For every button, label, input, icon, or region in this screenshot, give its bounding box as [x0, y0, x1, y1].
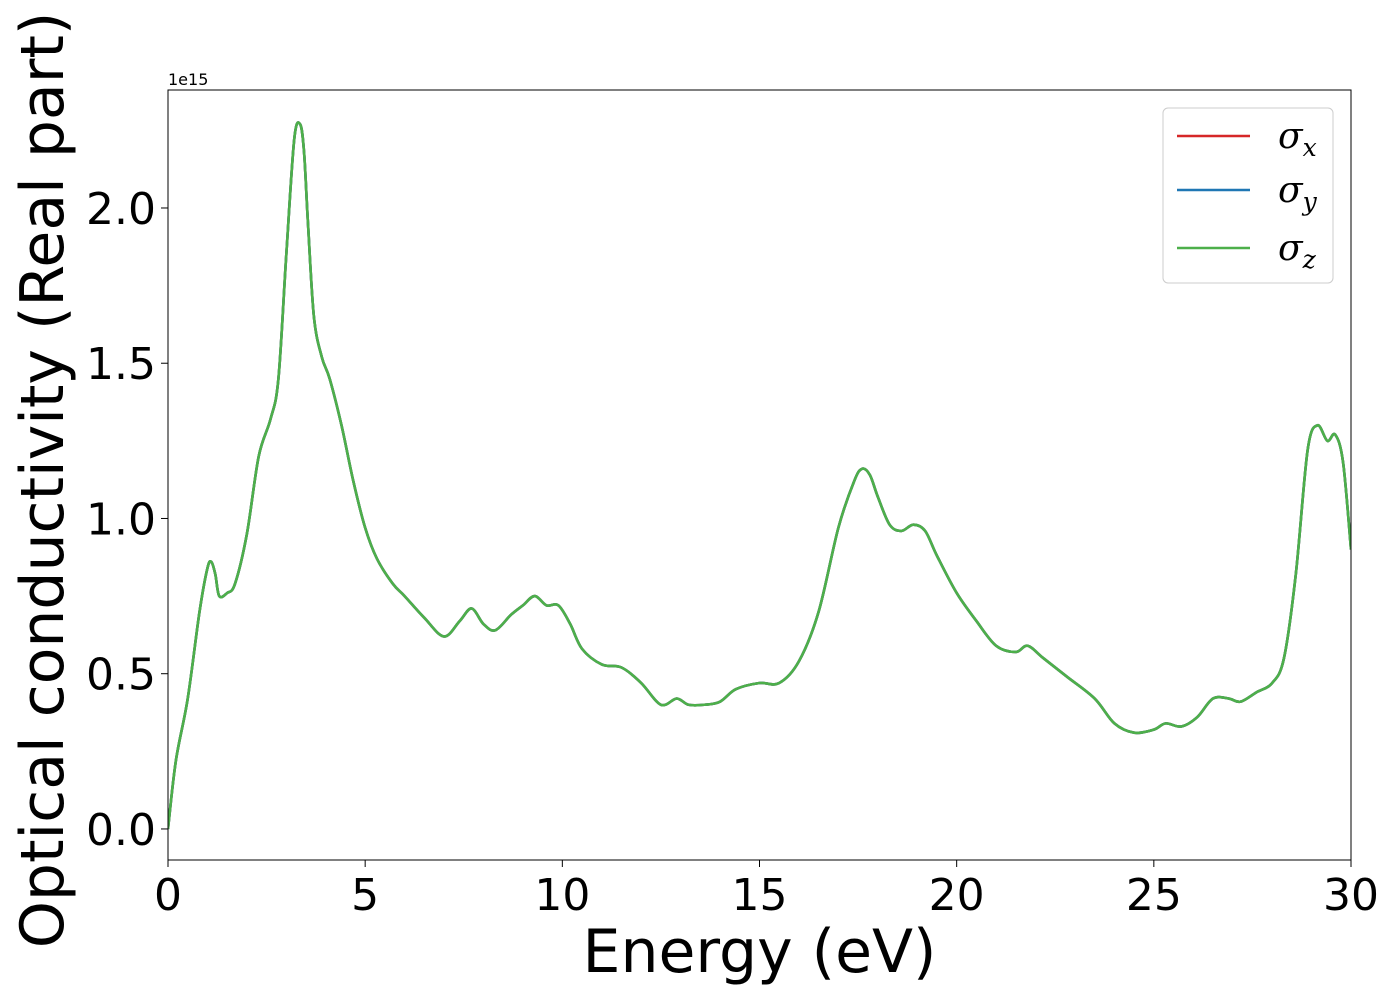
legend-box — [1162, 107, 1334, 284]
y-tick-label: 1.0 — [86, 494, 156, 545]
y-axis: 0.0 0.5 1.0 1.5 2.0 — [86, 184, 168, 856]
x-tick-label: 15 — [732, 870, 788, 921]
series-group — [168, 121, 1351, 830]
legend-subscript: z — [1302, 245, 1317, 274]
x-axis: 0 5 10 15 20 25 30 — [154, 860, 1379, 921]
y-tick-label: 1.5 — [86, 339, 156, 390]
y-tick-label: 0.5 — [86, 650, 156, 701]
legend-label: σz — [1278, 228, 1317, 274]
legend-label: σx — [1278, 116, 1317, 162]
y-axis-label: Optical conductivity (Real part) — [8, 12, 78, 949]
x-tick-label: 5 — [351, 870, 379, 921]
legend-symbol: σ — [1278, 170, 1304, 211]
x-tick-label: 0 — [154, 870, 182, 921]
x-tick-label: 30 — [1323, 870, 1379, 921]
legend-subscript: x — [1303, 133, 1317, 162]
legend-symbol: σ — [1278, 116, 1304, 157]
legend-subscript: y — [1302, 187, 1318, 216]
y-tick-label: 2.0 — [86, 184, 156, 235]
y-tick-label: 0.0 — [86, 805, 156, 856]
legend-label: σy — [1278, 170, 1318, 216]
x-tick-label: 25 — [1126, 870, 1182, 921]
y-offset-label: 1e15 — [168, 70, 208, 89]
x-tick-label: 20 — [929, 870, 985, 921]
series-line-σz — [168, 121, 1351, 830]
legend-symbol: σ — [1278, 228, 1304, 269]
x-axis-label: Energy (eV) — [583, 917, 937, 987]
x-tick-label: 10 — [534, 870, 590, 921]
